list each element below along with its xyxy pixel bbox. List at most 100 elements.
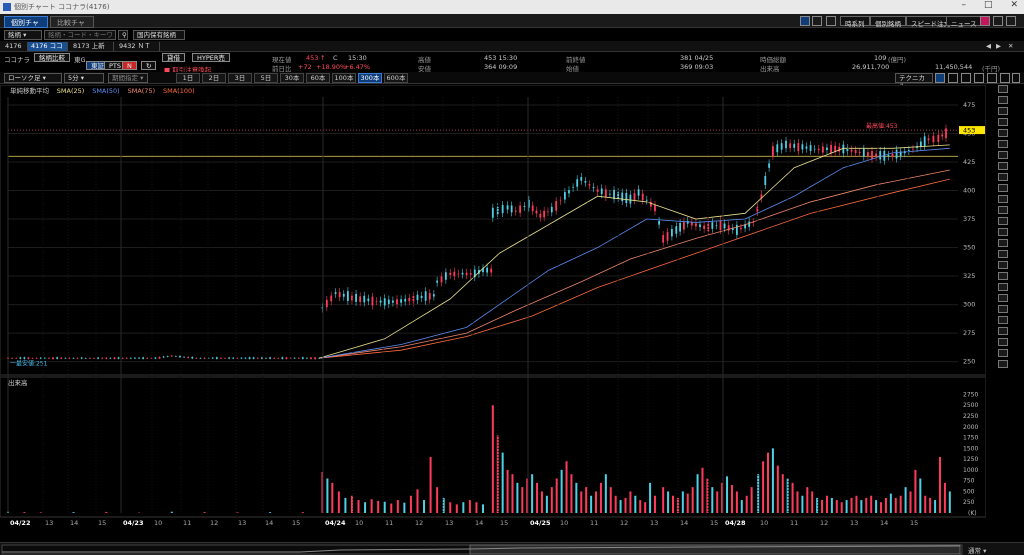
holding-select[interactable]: 国内保有銘柄 ▾ [133, 30, 185, 47]
close-stock-icon[interactable]: ✕ [1008, 42, 1014, 50]
draw-tool-icon[interactable] [998, 129, 1008, 137]
layout-single-icon[interactable] [800, 16, 810, 26]
save-icon[interactable] [1000, 73, 1010, 83]
candle-body [735, 224, 738, 235]
tab-individual-chart[interactable]: 個別チャート [4, 16, 48, 37]
interval-select[interactable]: 5分 ▾ [64, 73, 104, 83]
candle-body [555, 201, 558, 211]
scale-select[interactable]: 通常 ▾ [968, 547, 987, 555]
stock-tab-ntt[interactable]: 9432 ＮＴＴ [116, 42, 160, 59]
news-button[interactable]: ニュース [946, 16, 982, 28]
draw-tool-icon[interactable] [998, 349, 1008, 357]
expand-icon[interactable] [826, 16, 836, 26]
draw-tool-icon[interactable] [998, 96, 1008, 104]
candle-body [473, 269, 476, 278]
settings-icon[interactable] [1006, 16, 1016, 26]
draw-tool-icon[interactable] [998, 294, 1008, 302]
stock-detail-button[interactable]: 個別銘柄 [870, 16, 906, 28]
draw-icon[interactable] [935, 73, 945, 83]
draw-tool-icon[interactable] [998, 239, 1008, 247]
config-icon[interactable] [1012, 73, 1020, 83]
technical-button[interactable]: テクニカル [895, 73, 933, 90]
draw-tool-icon[interactable] [998, 151, 1008, 159]
period-3d[interactable]: 3日 [228, 73, 252, 83]
candle-body [523, 206, 526, 207]
draw-tool-icon[interactable] [998, 195, 1008, 203]
maximize-icon[interactable]: □ [983, 0, 993, 10]
candle-body [879, 151, 882, 160]
print-icon[interactable] [987, 73, 997, 83]
navigator-svg[interactable] [0, 543, 1024, 555]
draw-tool-icon[interactable] [998, 206, 1008, 214]
credit-badge: 貸借 [162, 53, 185, 62]
draw-tool-icon[interactable] [998, 162, 1008, 170]
period-1d[interactable]: 1日 [176, 73, 200, 83]
volume-bar [860, 500, 863, 513]
high-annotation: 最高値:453 [866, 122, 898, 130]
period-60[interactable]: 60本 [306, 73, 330, 83]
volume-bar [924, 495, 927, 513]
sma100-line [319, 178, 950, 359]
draw-tool-icon[interactable] [998, 283, 1008, 291]
period-600[interactable]: 600本 [384, 73, 408, 83]
draw-tool-icon[interactable] [998, 305, 1008, 313]
next-stock-icon[interactable]: ▶ [996, 42, 1001, 50]
volume-bar [540, 491, 543, 513]
period-100[interactable]: 100本 [332, 73, 356, 83]
draw-tool-icon[interactable] [998, 140, 1008, 148]
search-row: 銘柄 ▾ ⚲ 国内保有銘柄 ▾ [0, 29, 1024, 47]
draw-tool-icon[interactable] [998, 217, 1008, 225]
x-tick-label: 04/28 [725, 519, 746, 527]
chart-svg[interactable]: 単純移動平均 SMA(25) SMA(50) SMA(75) SMA(100) 250 27… [0, 84, 987, 545]
candle-body [945, 128, 947, 139]
volume-bar [865, 497, 868, 513]
search-icon[interactable]: ⚲ [118, 30, 128, 40]
volume-bar [811, 491, 814, 513]
draw-tool-icon[interactable] [998, 272, 1008, 280]
timeseries-button[interactable]: 時系列 [840, 16, 870, 28]
draw-tool-icon[interactable] [998, 118, 1008, 126]
period-5d[interactable]: 5日 [254, 73, 278, 83]
price-tick-label: 350 [963, 244, 975, 252]
draw-tool-icon[interactable] [998, 360, 1008, 368]
draw-tool-icon[interactable] [998, 327, 1008, 335]
bar-style-icon[interactable] [961, 73, 971, 83]
period-2d[interactable]: 2日 [202, 73, 226, 83]
period-30[interactable]: 30本 [280, 73, 304, 83]
draw-tool-icon[interactable] [998, 228, 1008, 236]
candle-body [260, 357, 263, 359]
pen-icon[interactable] [980, 16, 990, 26]
candle-body [600, 188, 603, 195]
draw-tool-icon[interactable] [998, 184, 1008, 192]
draw-tool-icon[interactable] [998, 338, 1008, 346]
stock-tab-coconala[interactable]: 4176 ココナラ [28, 42, 68, 59]
prev-close-value: 381 04/25 [680, 54, 714, 62]
draw-tool-icon[interactable] [998, 261, 1008, 269]
candle-body [776, 144, 779, 153]
draw-tool-icon[interactable] [998, 316, 1008, 324]
news-n-icon[interactable]: N [122, 61, 137, 70]
minimize-icon[interactable]: – [961, 0, 966, 10]
link-icon[interactable] [993, 16, 1003, 26]
close-icon[interactable]: ✕ [1010, 0, 1018, 10]
candle-body [215, 357, 218, 359]
chart-style-icon[interactable] [948, 73, 958, 83]
layout-grid-icon[interactable] [812, 16, 822, 26]
prev-stock-icon[interactable]: ◀ [986, 42, 991, 50]
draw-tool-icon[interactable] [998, 173, 1008, 181]
search-input[interactable] [44, 30, 116, 40]
overlay-icon[interactable] [974, 73, 984, 83]
category-select[interactable]: 銘柄 ▾ [4, 30, 42, 40]
volume-tick-label: 1750 [963, 435, 978, 442]
compare-button[interactable]: 銘柄比較 [34, 53, 70, 62]
draw-tool-icon[interactable] [998, 250, 1008, 258]
tab-comparison-chart[interactable]: 比較チャート [50, 16, 94, 37]
period-300[interactable]: 300本 [358, 73, 382, 83]
range-select[interactable]: 期間指定 ▾ [108, 73, 148, 83]
draw-tool-icon[interactable] [998, 107, 1008, 115]
stock-tab-joshin[interactable]: 8173 上新電 [70, 42, 114, 59]
refresh-icon[interactable]: ↻ [141, 61, 157, 70]
candle-body [723, 223, 726, 229]
draw-tool-icon[interactable] [998, 85, 1008, 93]
chart-type-select[interactable]: ローソク足 ▾ [4, 73, 62, 83]
